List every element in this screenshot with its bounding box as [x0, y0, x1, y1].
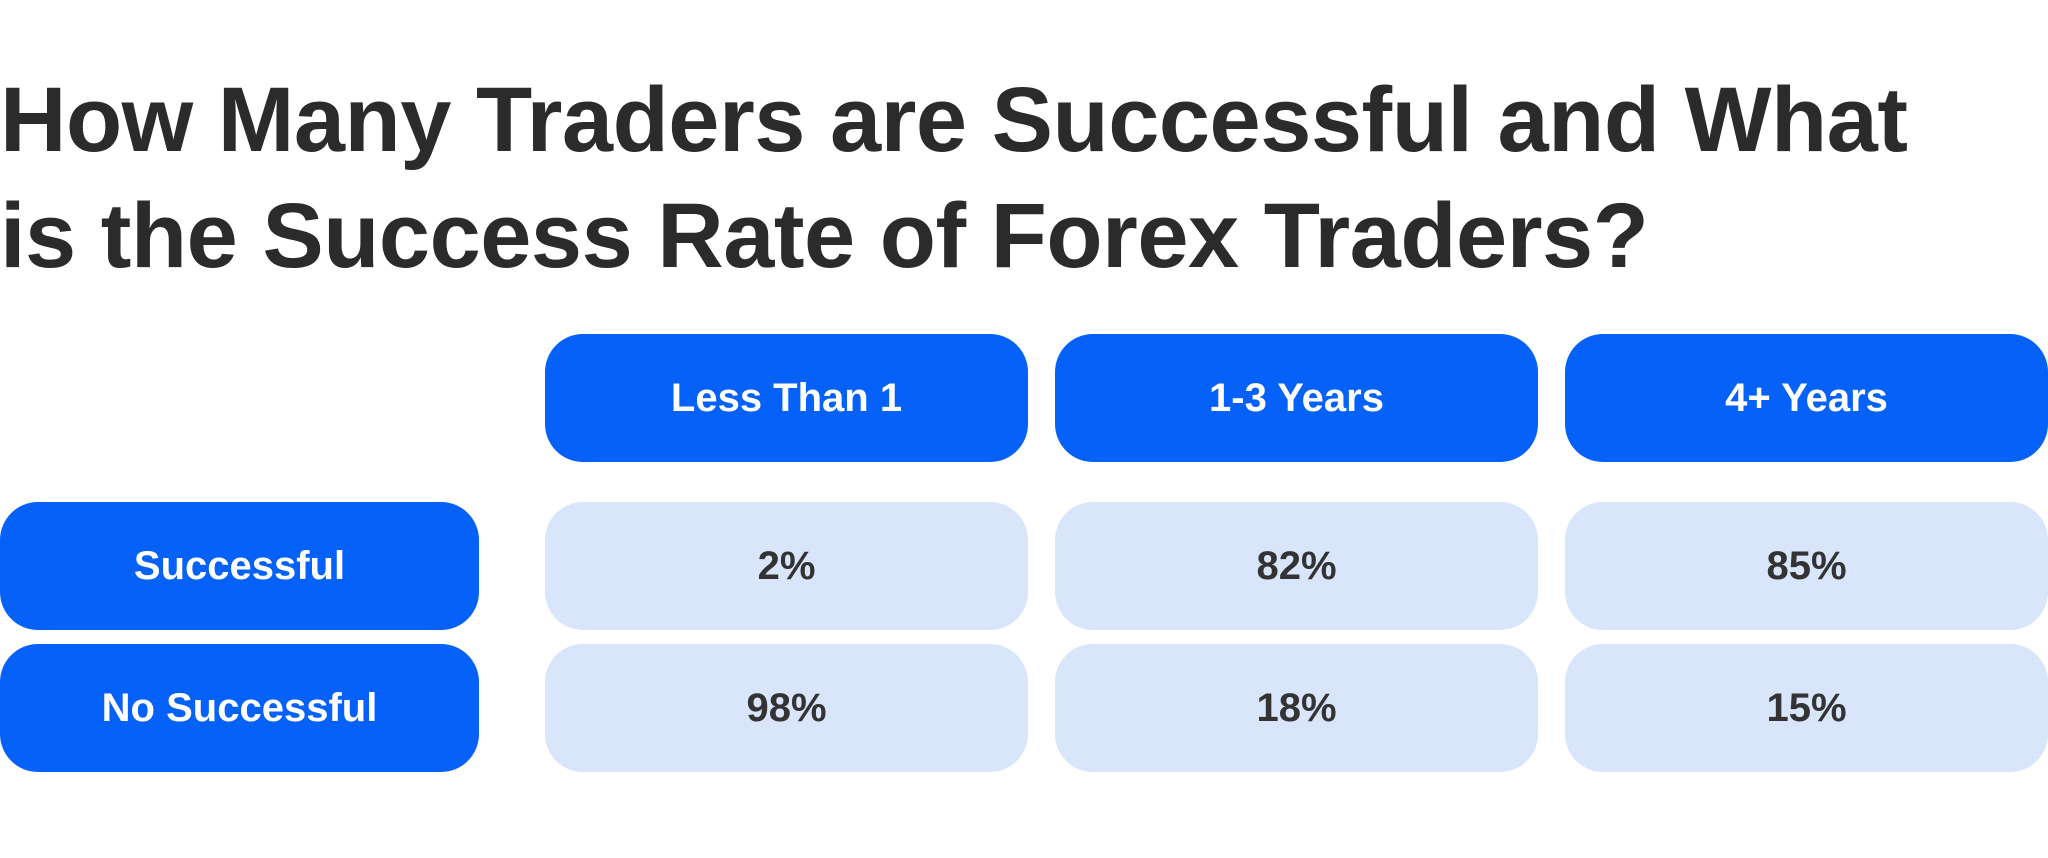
table-cell: 82% — [1055, 502, 1538, 630]
column-header-less-than-1: Less Than 1 — [545, 334, 1028, 462]
column-header-4-plus-years: 4+ Years — [1565, 334, 2048, 462]
table-cell: 15% — [1565, 644, 2048, 772]
title-line-1: How Many Traders are Successful and What — [0, 69, 1908, 171]
table-cell: 2% — [545, 502, 1028, 630]
table-cell: 18% — [1055, 644, 1538, 772]
page-title: How Many Traders are Successful and What… — [0, 62, 2048, 294]
title-line-2: is the Success Rate of Forex Traders? — [0, 185, 1649, 287]
column-header-1-3-years: 1-3 Years — [1055, 334, 1538, 462]
table-cell: 85% — [1565, 502, 2048, 630]
row-header-no-successful: No Successful — [0, 644, 479, 772]
row-header-successful: Successful — [0, 502, 479, 630]
table-cell: 98% — [545, 644, 1028, 772]
